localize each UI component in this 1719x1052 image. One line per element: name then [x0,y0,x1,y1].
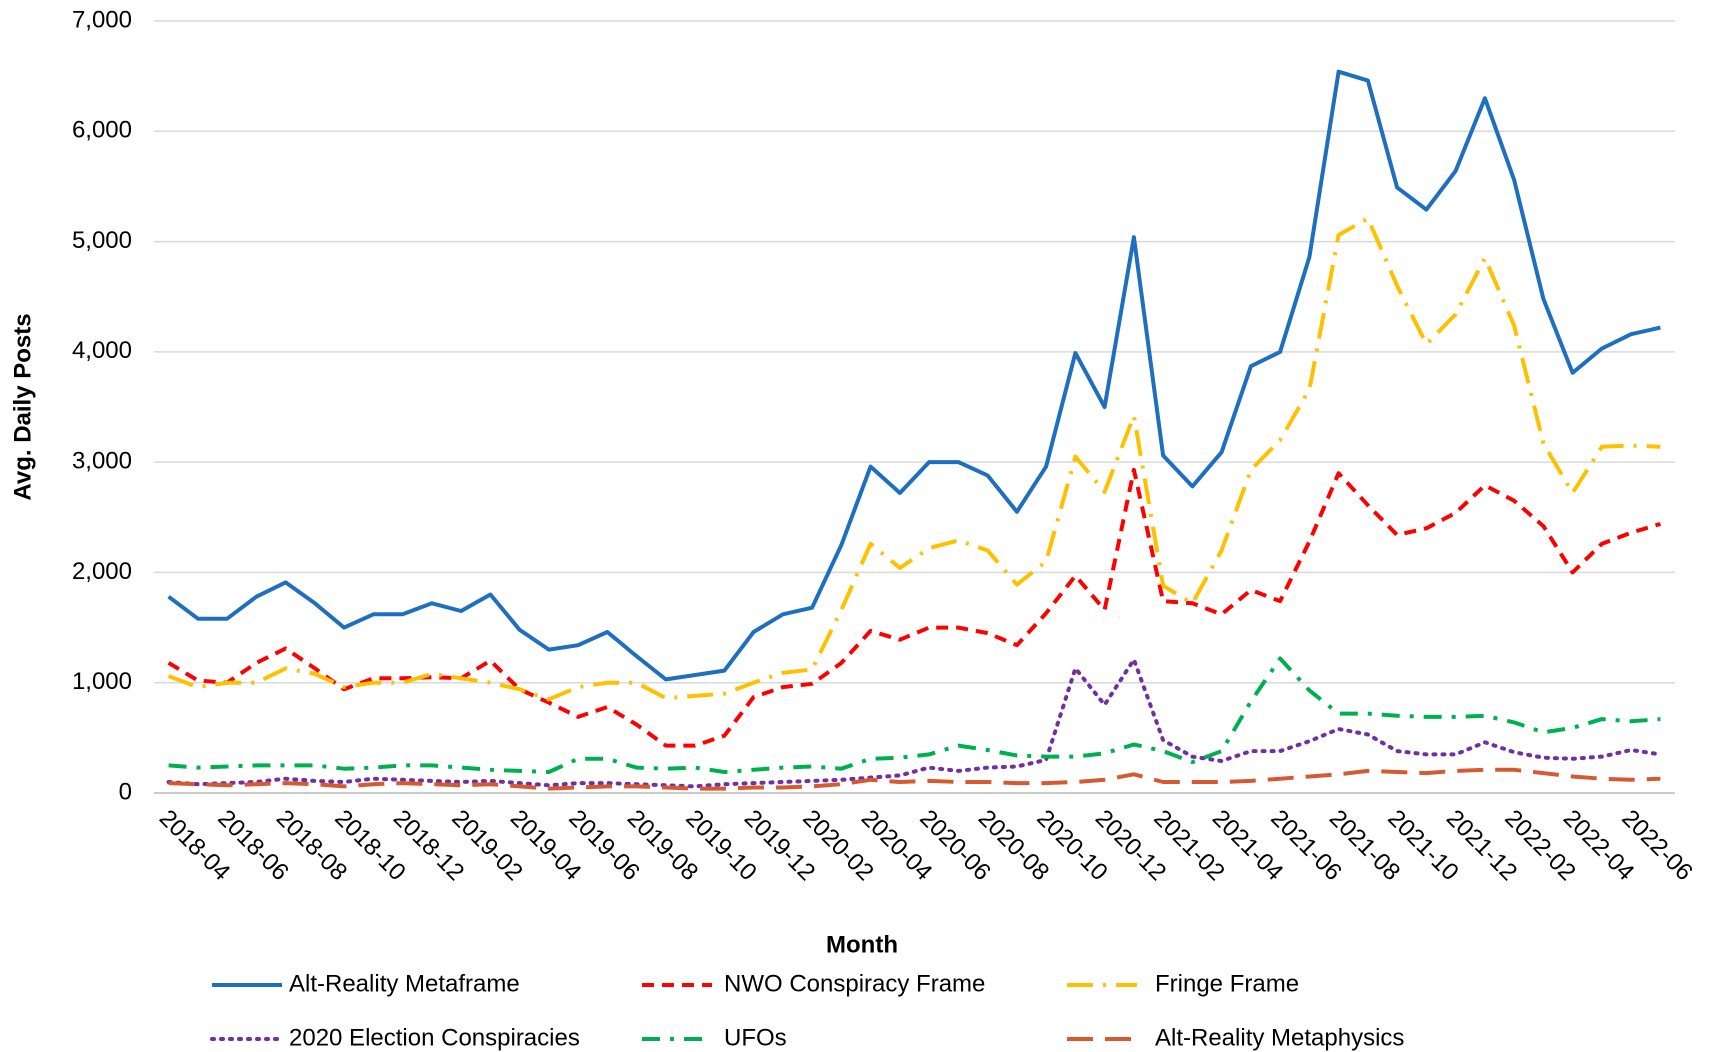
y-tick-label: 6,000 [72,117,132,144]
legend-label: Fringe Frame [1155,970,1299,997]
y-tick-label: 1,000 [72,668,132,695]
series-line [167,467,1661,748]
legend-label: NWO Conspiracy Frame [724,970,985,997]
y-tick-label: 4,000 [72,337,132,364]
series-line [167,216,1661,702]
y-tick-label: 5,000 [72,227,132,254]
legend-label: Alt-Reality Metaphysics [1155,1024,1404,1051]
x-axis-title: Month [826,931,898,958]
y-tick-label: 2,000 [72,558,132,585]
series-line [166,657,1663,789]
legend-label: 2020 Election Conspiracies [289,1024,580,1051]
series-line [167,69,1661,682]
series-line [168,656,1661,774]
y-axis-title: Avg. Daily Posts [9,313,36,500]
y-tick-label: 0 [119,778,132,805]
y-tick-label: 7,000 [72,6,132,33]
legend-label: UFOs [724,1024,787,1051]
series-line [168,767,1661,791]
legend-label: Alt-Reality Metaframe [289,970,520,997]
y-tick-label: 3,000 [72,447,132,474]
